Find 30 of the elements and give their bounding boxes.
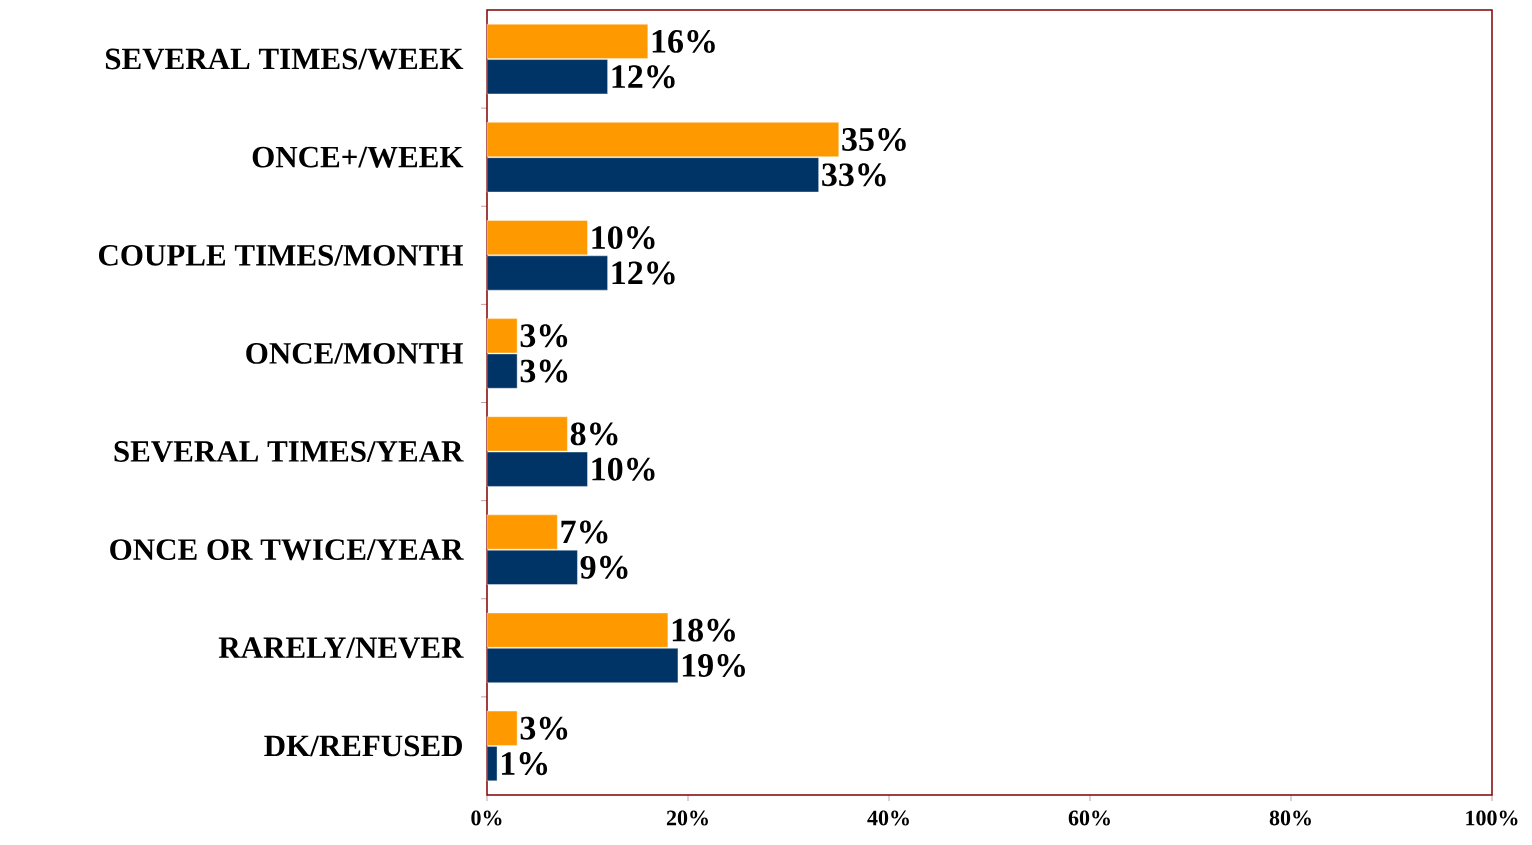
- data-label: 33%: [822, 163, 886, 187]
- y-tick-label: DK/REFUSED: [264, 735, 462, 757]
- y-tick-label: SEVERAL TIMES/WEEK: [105, 48, 464, 70]
- data-label: 9%: [580, 555, 628, 579]
- x-tick-label: 20%: [666, 810, 708, 826]
- data-label: 3%: [520, 716, 568, 740]
- x-tick-label: 0%: [471, 810, 502, 826]
- data-label: 16%: [652, 29, 715, 53]
- data-label: 3%: [520, 324, 568, 348]
- y-tick-label: SEVERAL TIMES/YEAR: [114, 441, 464, 463]
- data-label: 1%: [501, 752, 548, 776]
- x-tick-label: 60%: [1068, 810, 1110, 826]
- y-tick-label: RARELY/NEVER: [218, 637, 464, 659]
- data-label: 12%: [612, 261, 675, 285]
- data-label: 12%: [612, 65, 675, 89]
- data-label: 19%: [682, 653, 745, 678]
- data-label: 10%: [592, 226, 655, 250]
- y-tick-label: ONCE/MONTH: [246, 343, 463, 364]
- data-label: 18%: [672, 618, 735, 642]
- data-label: 8%: [570, 422, 618, 446]
- x-tick-label: 80%: [1269, 810, 1311, 826]
- y-tick-label: ONCE+/WEEK: [252, 146, 464, 168]
- x-tick-label: 40%: [867, 810, 909, 826]
- data-label: 10%: [592, 457, 655, 481]
- y-tick-label: COUPLE TIMES/MONTH: [98, 244, 463, 266]
- data-label: 35%: [842, 128, 906, 152]
- data-label: 3%: [520, 359, 568, 383]
- y-tick-label: ONCE OR TWICE/YEAR: [110, 539, 464, 561]
- x-tick-label: 100%: [1466, 810, 1518, 826]
- data-label: 7%: [561, 520, 608, 544]
